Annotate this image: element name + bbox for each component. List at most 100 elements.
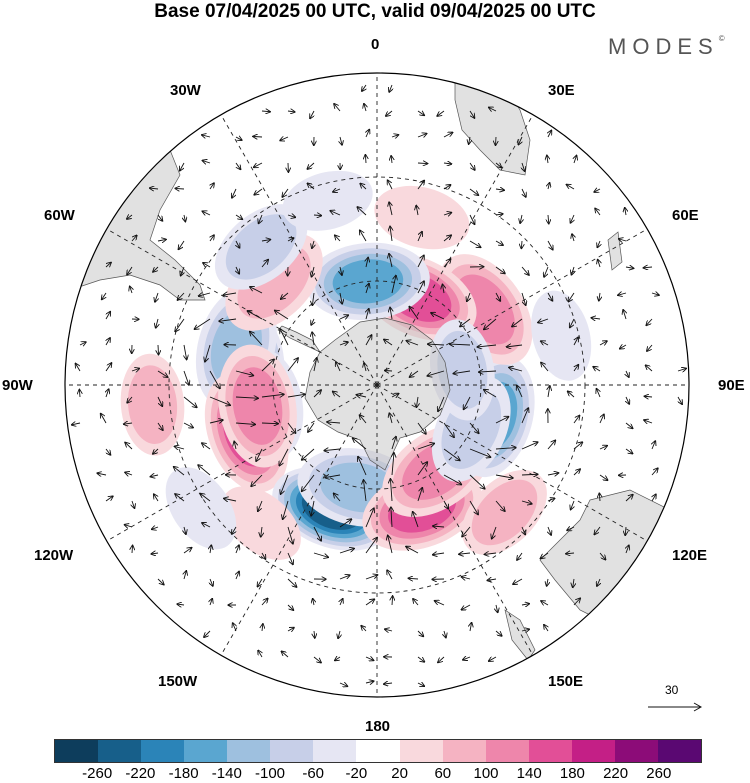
wind-vector xyxy=(360,415,367,424)
graticule xyxy=(65,73,689,697)
anomaly-contour xyxy=(282,170,373,231)
colorbar-swatch xyxy=(399,740,443,762)
wind-vector xyxy=(489,107,497,111)
wind-vector xyxy=(210,578,213,586)
wind-vector xyxy=(625,448,632,454)
wind-vector xyxy=(261,599,268,606)
wind-vector xyxy=(469,136,470,144)
wind-vector xyxy=(598,260,600,268)
wind-vector xyxy=(339,519,351,528)
wind-vector xyxy=(417,630,423,636)
wind-vector xyxy=(339,315,348,319)
wind-vector xyxy=(223,293,237,295)
wind-vector xyxy=(678,396,682,404)
wind-vector xyxy=(541,341,549,345)
wind-vector xyxy=(125,443,133,450)
wind-vector xyxy=(311,318,314,325)
wind-vector xyxy=(365,508,374,528)
colorbar-tick-label: -20 xyxy=(345,765,368,782)
label-lon-0: 0 xyxy=(371,36,380,53)
colorbar-swatch xyxy=(184,740,228,762)
wind-vector xyxy=(495,292,500,301)
wind-vector xyxy=(547,156,548,164)
wind-vector xyxy=(417,181,424,190)
wind-vector xyxy=(366,130,369,138)
wind-vector xyxy=(280,329,289,346)
wind-vector xyxy=(646,365,653,372)
wind-vector xyxy=(335,235,341,242)
wind-vector xyxy=(450,344,471,345)
wind-vector xyxy=(410,370,419,377)
wind-vector xyxy=(333,189,341,192)
wind-vector xyxy=(233,623,236,632)
wind-vector xyxy=(427,370,445,376)
wind-vector xyxy=(390,308,392,320)
wind-vector xyxy=(181,266,184,276)
wind-vector xyxy=(333,392,341,398)
wind-vector xyxy=(313,390,321,398)
wind-vector xyxy=(433,526,445,527)
wind-vector xyxy=(495,417,508,424)
wind-vector xyxy=(409,307,419,320)
wind-vector xyxy=(573,442,582,450)
wind-vector xyxy=(417,111,424,115)
anomaly-contour xyxy=(374,185,470,250)
wind-vector xyxy=(287,111,295,112)
wind-vector xyxy=(388,536,393,554)
wind-vector xyxy=(175,446,185,449)
wind-vector xyxy=(443,448,460,460)
wind-vector xyxy=(547,578,548,586)
wind-vector xyxy=(597,578,600,586)
wind-vector xyxy=(101,414,107,424)
colorbar-swatch xyxy=(141,740,185,762)
wind-vector xyxy=(325,475,341,478)
wind-vector xyxy=(571,214,574,223)
wind-vector xyxy=(548,386,550,398)
wind-vector xyxy=(314,630,315,638)
wind-vector xyxy=(416,206,418,216)
wind-vector xyxy=(312,240,314,248)
wind-vector xyxy=(235,370,253,375)
wind-vector xyxy=(261,394,284,397)
colorbar-swatch xyxy=(485,740,529,762)
wind-vector xyxy=(158,344,159,355)
wind-vector xyxy=(235,162,240,169)
label-lon-90w: 90W xyxy=(2,377,33,394)
wind-vector xyxy=(175,494,185,502)
wind-vector xyxy=(251,474,263,486)
wind-vector xyxy=(599,446,607,449)
colorbar-swatch xyxy=(571,740,615,762)
wind-vector xyxy=(599,341,607,345)
wind-vector xyxy=(261,359,274,372)
wind-vector xyxy=(339,548,354,554)
wind-vector xyxy=(573,416,579,424)
wind-vector xyxy=(462,526,471,537)
wind-vector xyxy=(287,238,294,241)
wind-vector xyxy=(520,214,522,223)
wind-vector xyxy=(495,448,516,449)
meridian-line xyxy=(376,114,534,386)
wind-vector xyxy=(281,474,289,494)
wind-vector xyxy=(131,235,137,242)
wind-vector xyxy=(366,284,369,294)
wind-vector xyxy=(287,604,293,610)
wind-vector xyxy=(453,371,471,374)
wind-vector xyxy=(567,527,575,530)
wind-vector xyxy=(417,683,424,686)
wind-vector xyxy=(360,230,367,242)
colorbar-tick-label: 140 xyxy=(516,765,542,782)
wind-vector xyxy=(625,495,633,502)
wind-vector xyxy=(626,396,629,404)
wind-vector xyxy=(463,657,471,660)
wind-vector xyxy=(547,440,555,450)
wind-vector xyxy=(232,526,236,534)
label-lon-30w: 30W xyxy=(170,82,201,99)
wind-vector xyxy=(647,344,653,351)
wind-vector xyxy=(417,281,424,294)
wind-vector xyxy=(416,396,418,407)
wind-vector xyxy=(594,526,601,534)
wind-vector xyxy=(517,386,523,398)
wind-vector xyxy=(219,319,237,321)
anomaly-contour xyxy=(221,486,301,560)
wind-vector xyxy=(254,188,263,195)
